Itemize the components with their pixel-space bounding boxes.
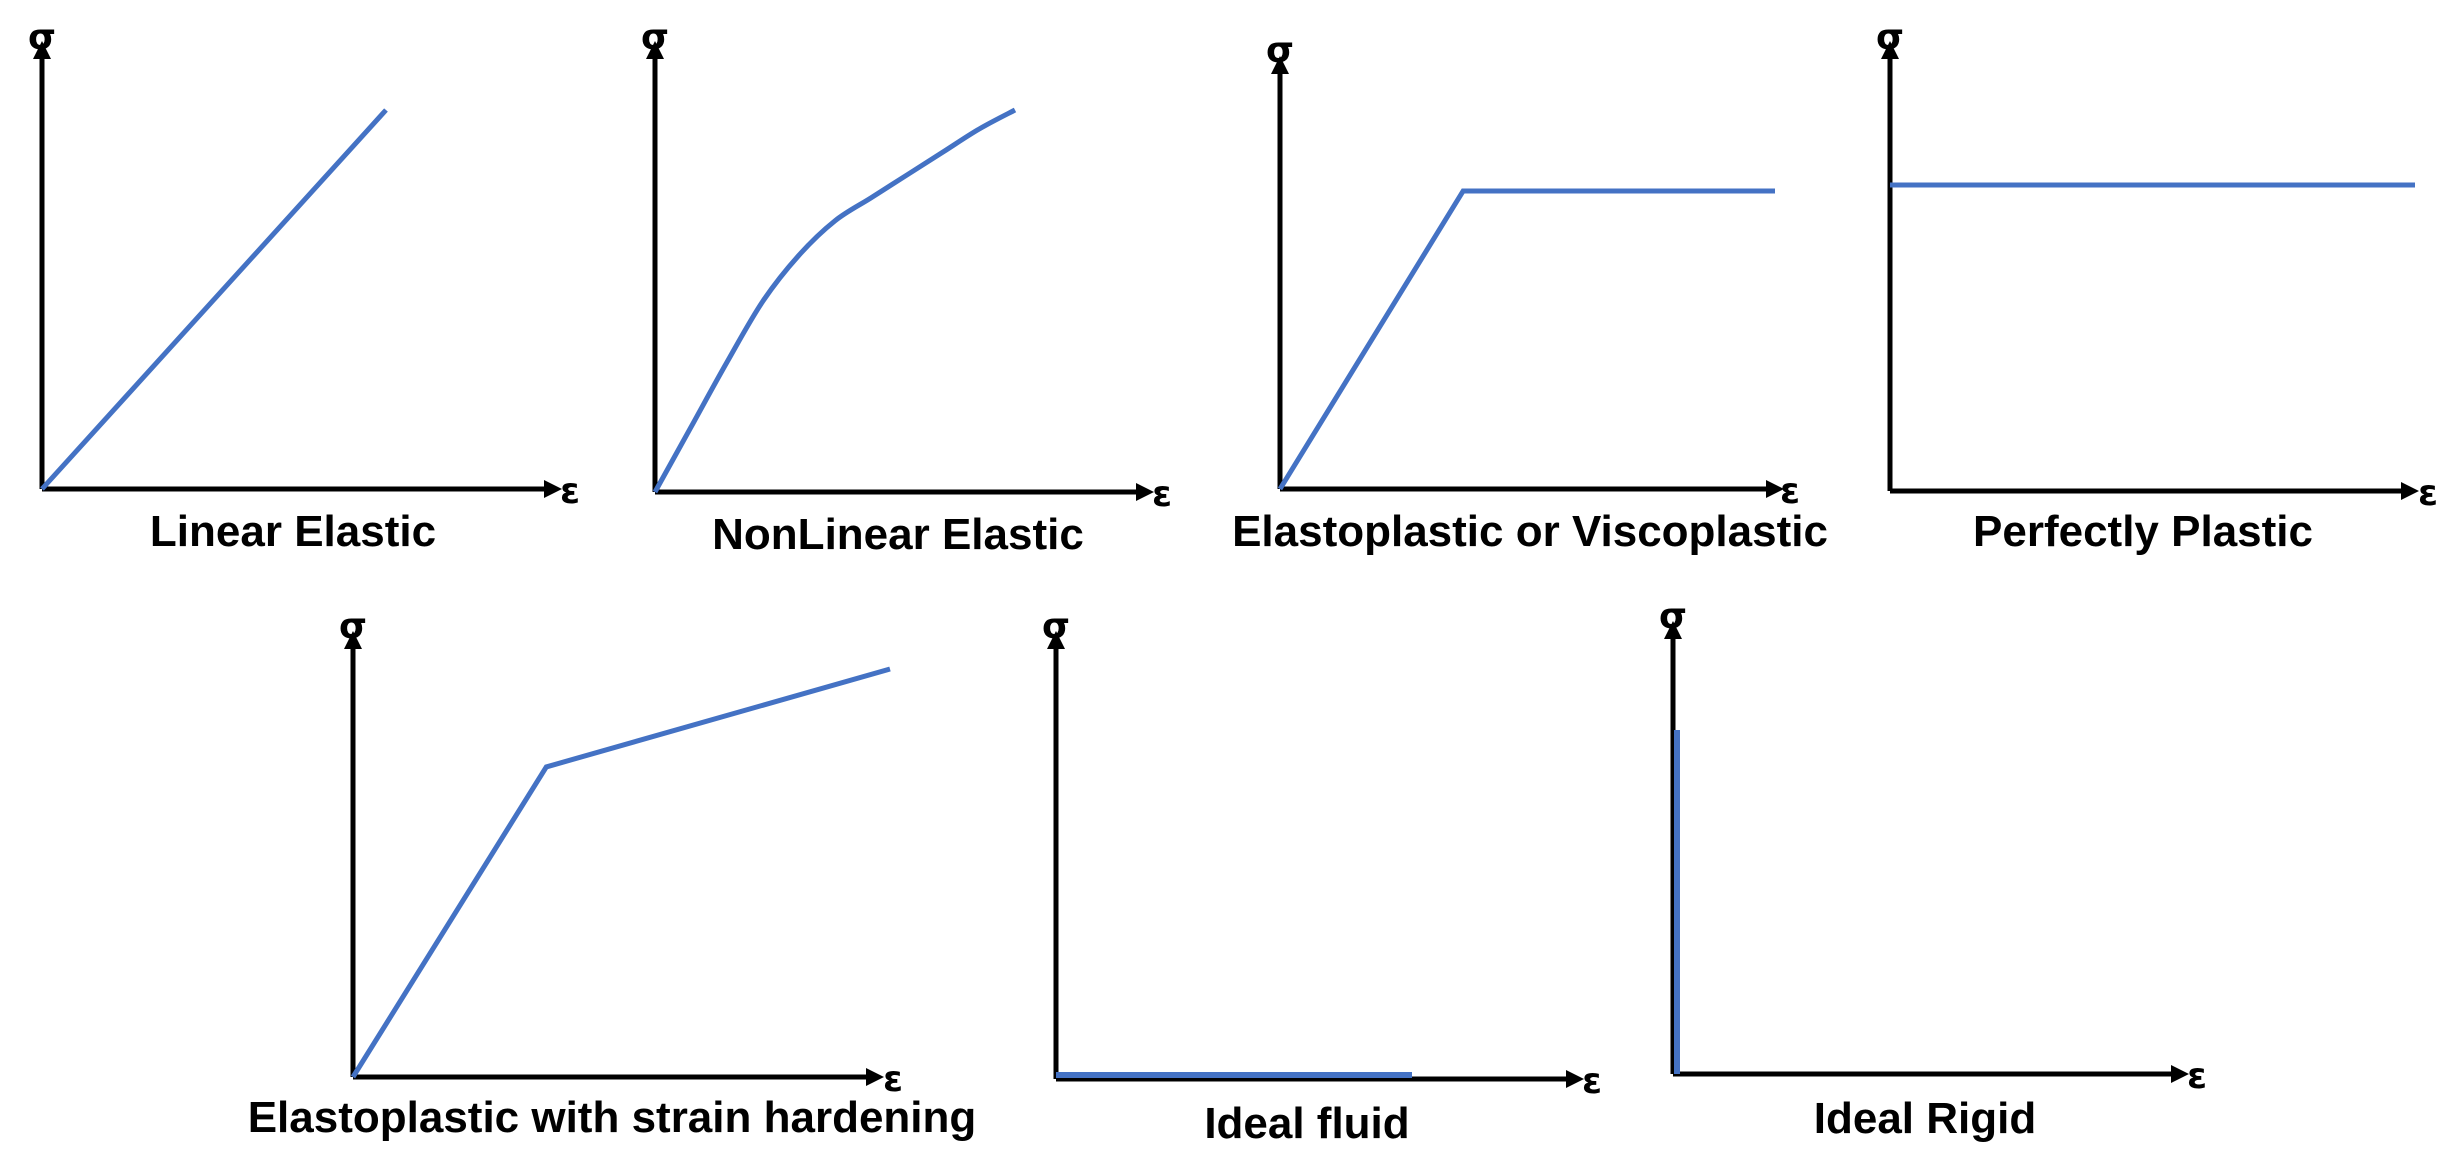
y-axis-label: σ (1659, 596, 1687, 637)
x-axis-arrow-icon (866, 1068, 884, 1086)
y-axis-arrow-icon (1664, 621, 1682, 639)
x-axis-arrow-icon (1136, 483, 1154, 501)
x-axis-arrow-icon (544, 480, 562, 498)
chart-title: Elastoplastic with strain hardening (248, 1093, 977, 1142)
y-axis-label: σ (1266, 30, 1294, 71)
x-axis-label: ε (2187, 1056, 2207, 1097)
chart-title: Elastoplastic or Viscoplastic (1232, 507, 1828, 556)
x-axis-label: ε (1582, 1061, 1602, 1102)
y-axis-label: σ (339, 606, 367, 647)
x-axis-arrow-icon (2401, 482, 2419, 500)
x-axis-label: ε (560, 471, 580, 512)
series-line-1 (40, 108, 388, 491)
series-line-1 (1277, 188, 1775, 491)
x-axis-arrow-icon (1766, 480, 1784, 498)
y-axis-arrow-icon (344, 631, 362, 649)
x-axis-label: ε (1152, 474, 1172, 515)
series-line-1 (652, 107, 1017, 494)
y-axis-arrow-icon (1881, 41, 1899, 59)
chart-title: Perfectly Plastic (1973, 507, 2313, 556)
x-axis-label: ε (2418, 473, 2438, 514)
y-axis-arrow-icon (33, 41, 51, 59)
x-axis-arrow-icon (1566, 1070, 1584, 1088)
y-axis-label: σ (1876, 17, 1904, 58)
series-line-1 (350, 666, 891, 1079)
y-axis-label: σ (641, 17, 669, 58)
x-axis-label: ε (1780, 471, 1800, 512)
y-axis-label: σ (28, 17, 56, 58)
chart-panel-6: σ ε Ideal fluid (1042, 606, 1602, 1148)
y-axis-arrow-icon (1271, 56, 1289, 74)
y-axis-arrow-icon (646, 41, 664, 59)
x-axis-label: ε (883, 1059, 903, 1100)
chart-panel-4: σ ε Perfectly Plastic (1876, 17, 2438, 556)
chart-panel-7: σ ε Ideal Rigid (1659, 596, 2207, 1143)
chart-panel-2: σ ε NonLinear Elastic (641, 17, 1172, 559)
chart-title: Ideal Rigid (1814, 1094, 2036, 1143)
y-axis-label: σ (1042, 606, 1070, 647)
chart-panel-1: σ ε Linear Elastic (28, 17, 580, 556)
chart-title: Linear Elastic (150, 507, 436, 556)
chart-title: NonLinear Elastic (712, 510, 1084, 559)
y-axis-arrow-icon (1047, 631, 1065, 649)
chart-title: Ideal fluid (1204, 1099, 1409, 1148)
x-axis-arrow-icon (2171, 1065, 2189, 1083)
